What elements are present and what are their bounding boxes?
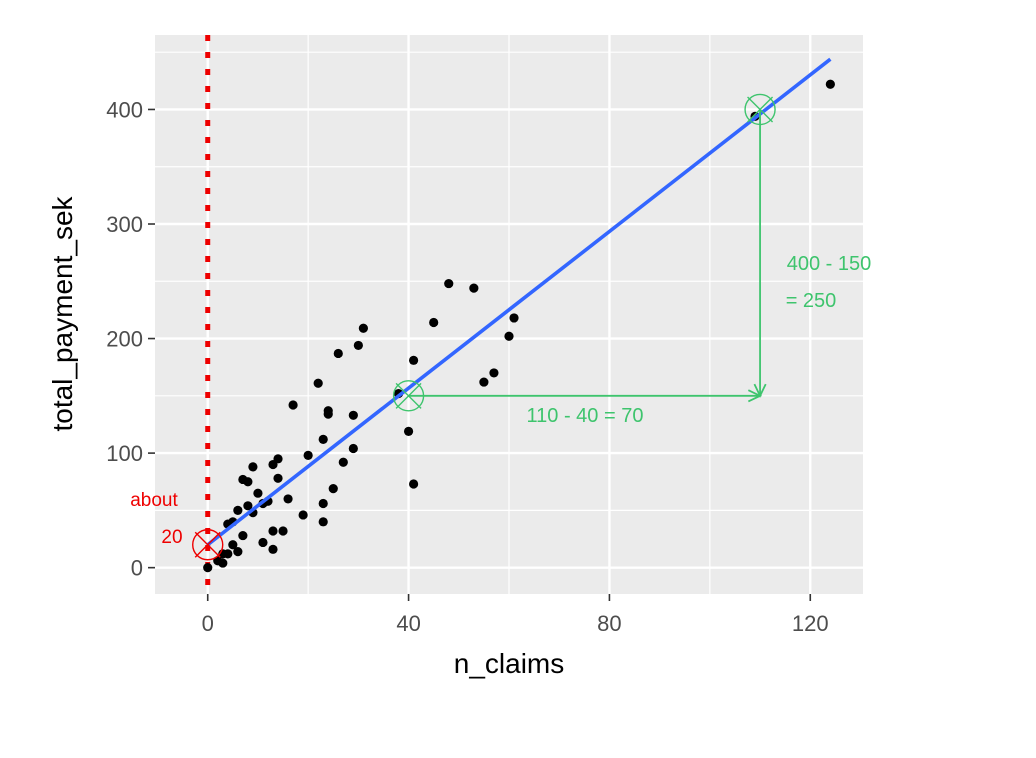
data-point (353, 340, 363, 351)
data-point (318, 498, 328, 509)
data-point (243, 501, 253, 511)
data-point (268, 544, 278, 554)
axis-ticks (148, 108, 812, 601)
data-point (358, 323, 368, 333)
data-point (273, 454, 283, 464)
data-point (238, 530, 248, 541)
data-point (323, 409, 333, 419)
annotation-circle (192, 529, 224, 561)
data-point (328, 484, 338, 494)
data-point (408, 355, 419, 365)
data-point (489, 368, 499, 378)
y-tick-label: 400 (106, 97, 143, 122)
rise-label-line2: = 250 (786, 290, 837, 312)
data-point (233, 547, 243, 557)
data-point (303, 450, 313, 460)
annotations: 110 - 40 = 70 400 - 150 = 250 about 20 (130, 93, 872, 561)
data-point (509, 313, 519, 323)
data-points (203, 79, 835, 573)
data-point (253, 488, 263, 498)
data-point (278, 526, 288, 536)
data-point (469, 283, 479, 293)
data-point (338, 457, 348, 467)
data-point (333, 348, 343, 359)
data-point (298, 510, 308, 520)
data-point (348, 410, 358, 420)
rise-arrow-head (753, 383, 767, 398)
y-tick-label: 100 (106, 441, 143, 466)
data-point (403, 426, 414, 436)
data-point (283, 494, 293, 504)
y-axis-title: total_payment_sek (47, 195, 78, 431)
x-tick-label: 120 (792, 611, 829, 636)
data-point (268, 526, 278, 536)
data-point (825, 79, 835, 89)
intercept-label-line1: about (130, 490, 178, 511)
data-point (233, 505, 243, 515)
data-point (318, 434, 328, 444)
regression-fit-line (206, 57, 832, 547)
annotation-cross (194, 531, 221, 558)
rise-label-line1: 400 - 150 (787, 253, 872, 275)
data-point (444, 278, 454, 289)
minor-gridlines (155, 35, 863, 594)
x-tick-label: 80 (597, 611, 621, 636)
data-point (429, 317, 439, 328)
y-tick-label: 300 (106, 212, 143, 237)
data-point (223, 549, 233, 559)
regression-line (206, 57, 832, 547)
y-tick-label: 0 (131, 556, 143, 581)
data-point (313, 378, 323, 388)
x-axis-title: n_claims (454, 648, 564, 679)
data-point (248, 462, 258, 472)
data-point (258, 537, 268, 548)
data-point (408, 479, 419, 489)
intercept-label-line2: 20 (161, 527, 182, 548)
x-tick-label: 40 (396, 611, 420, 636)
x-tick-label: 0 (202, 611, 214, 636)
data-point (504, 331, 514, 341)
data-point (218, 558, 228, 568)
data-point (243, 477, 253, 487)
axis-tick-labels: 0 40 80 120 0 100 200 300 400 (106, 97, 828, 636)
run-label: 110 - 40 = 70 (527, 405, 644, 427)
data-point (288, 400, 298, 410)
data-point (318, 517, 328, 527)
y-tick-label: 200 (106, 327, 143, 352)
data-point (479, 377, 489, 387)
data-point (273, 473, 283, 483)
data-point (203, 563, 213, 573)
data-point (348, 443, 358, 454)
data-point (228, 540, 238, 550)
